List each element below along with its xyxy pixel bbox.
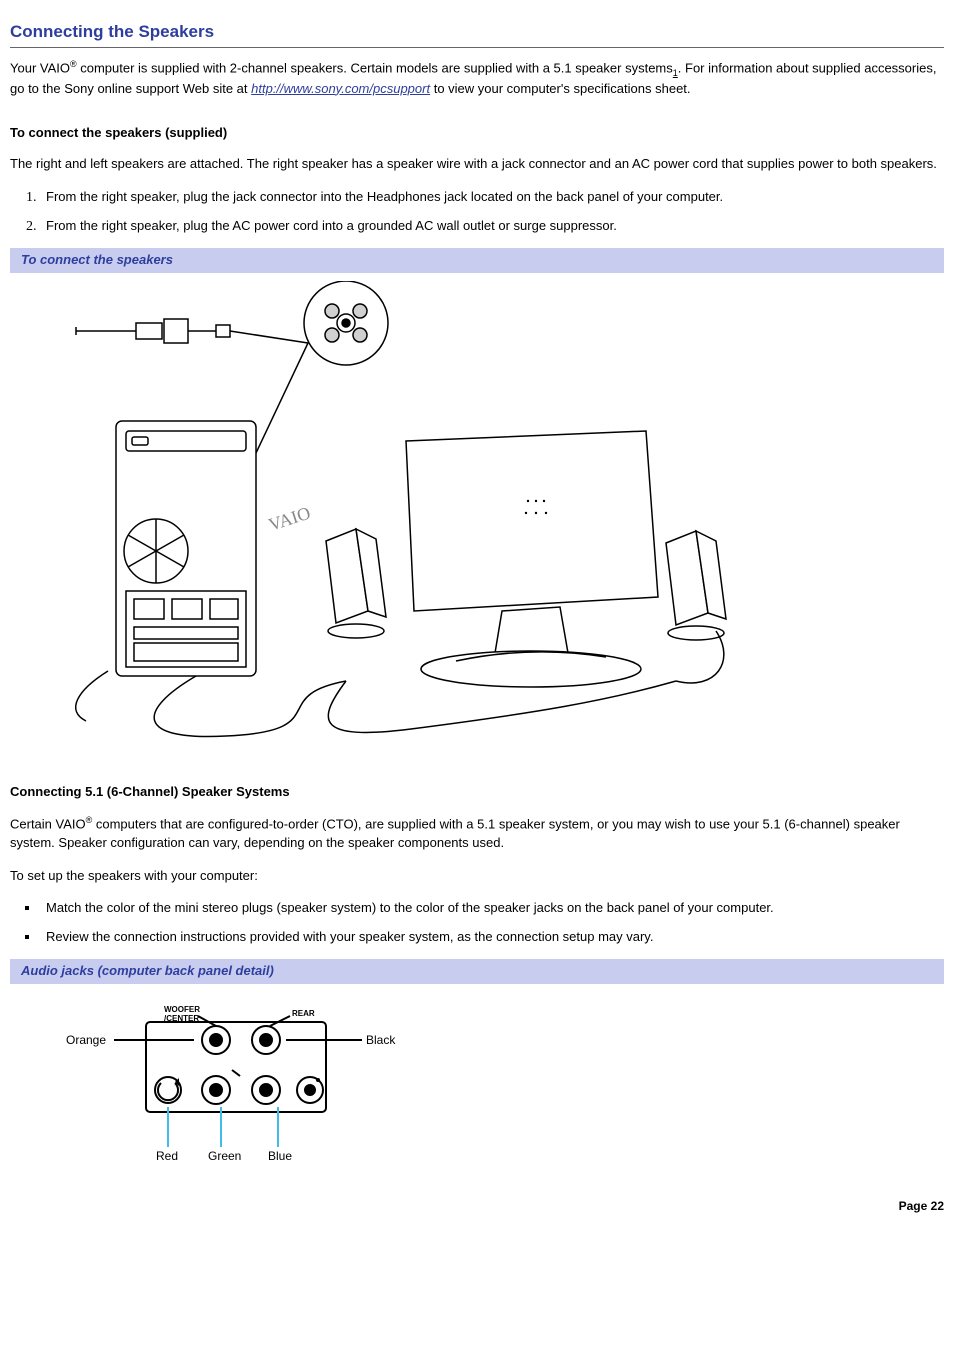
text: computers that are configured-to-order (… <box>10 816 900 850</box>
bullet-list: Match the color of the mini stereo plugs… <box>40 899 944 947</box>
step-item: From the right speaker, plug the AC powe… <box>40 217 944 236</box>
page-number: Page 22 <box>10 1198 944 1215</box>
label-blue: Blue <box>268 1149 292 1163</box>
page-title: Connecting the Speakers <box>10 20 944 48</box>
figure-caption: Audio jacks (computer back panel detail) <box>10 959 944 984</box>
intro-paragraph: Your VAIO® computer is supplied with 2-c… <box>10 58 944 99</box>
label-orange: Orange <box>66 1033 106 1047</box>
intro-text: to view your computer's specifications s… <box>430 81 690 96</box>
bullet-item: Review the connection instructions provi… <box>40 928 944 947</box>
label-black: Black <box>366 1033 396 1047</box>
steps-list: From the right speaker, plug the jack co… <box>40 188 944 236</box>
bullet-item: Match the color of the mini stereo plugs… <box>40 899 944 918</box>
svg-text:VAIO: VAIO <box>266 502 313 534</box>
audio-jacks-diagram: Orange Black Red Green Blue WOOFER /CENT… <box>10 984 944 1178</box>
text: Certain VAIO <box>10 816 86 831</box>
support-link[interactable]: http://www.sony.com/pcsupport <box>251 81 430 96</box>
section-paragraph: Certain VAIO® computers that are configu… <box>10 814 944 853</box>
intro-text: Your VAIO <box>10 60 70 75</box>
label-green: Green <box>208 1149 241 1163</box>
section-heading-supplied: To connect the speakers (supplied) <box>10 124 944 143</box>
figure-caption: To connect the speakers <box>10 248 944 273</box>
section-paragraph: The right and left speakers are attached… <box>10 155 944 174</box>
speaker-connection-diagram: VAIO <box>10 273 944 757</box>
section-paragraph: To set up the speakers with your compute… <box>10 867 944 886</box>
step-item: From the right speaker, plug the jack co… <box>40 188 944 207</box>
label-rear: REAR <box>292 1009 315 1018</box>
section-heading-51: Connecting 5.1 (6-Channel) Speaker Syste… <box>10 783 944 802</box>
registered-mark: ® <box>70 59 77 69</box>
label-red: Red <box>156 1149 178 1163</box>
intro-text: computer is supplied with 2-channel spea… <box>77 60 673 75</box>
label-woofer: WOOFER <box>164 1005 200 1014</box>
